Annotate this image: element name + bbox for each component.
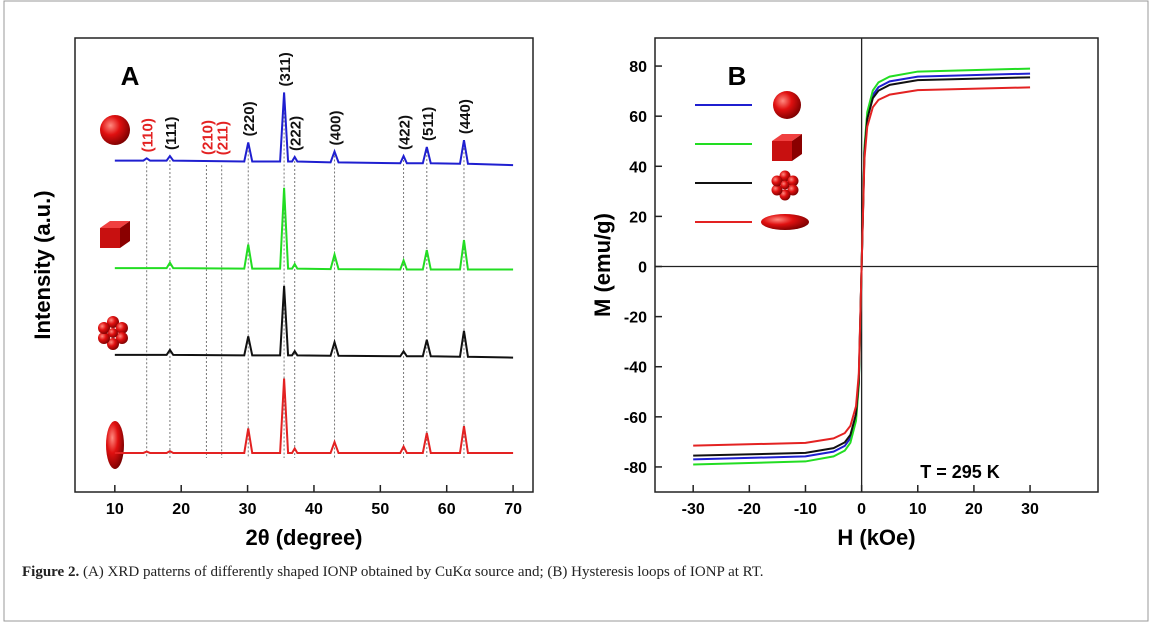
peak-label: (220) <box>241 101 258 136</box>
series-line <box>114 187 514 271</box>
peak-label: (511) <box>420 107 437 141</box>
x-tick-label: 30 <box>239 501 257 518</box>
peak-label: (311) <box>277 52 294 86</box>
temperature-note: T = 295 K <box>920 462 1000 482</box>
x-tick-label: 40 <box>305 501 323 518</box>
y-tick-label: -40 <box>624 360 647 377</box>
y-tick-label: -60 <box>624 410 647 427</box>
x-tick-label: -10 <box>794 501 817 518</box>
y-tick-label: 20 <box>629 209 647 226</box>
shape-icons-b <box>761 91 809 230</box>
x-tick-label: -30 <box>682 501 705 518</box>
peak-label: (440) <box>457 99 474 134</box>
x-tick-label: 0 <box>857 501 866 518</box>
peak-label: (110) <box>140 118 157 152</box>
y-tick-label: 80 <box>629 59 647 76</box>
plot-frame <box>654 37 1099 493</box>
y-tick-label: -20 <box>624 310 647 327</box>
x-tick-label: 20 <box>172 501 190 518</box>
x-axis-label: 2θ (degree) <box>245 525 362 550</box>
shape-icons-a <box>98 115 130 469</box>
caption: Figure 2. (A) XRD patterns of differentl… <box>22 564 764 581</box>
caption-label: Figure 2. <box>22 564 80 580</box>
y-axis-label: Intensity (a.u.) <box>30 190 55 339</box>
caption-text: (A) XRD patterns of differently shaped I… <box>82 564 764 580</box>
panel-label: A <box>121 61 140 91</box>
peak-label: (211) <box>215 121 232 155</box>
x-tick-label: 50 <box>371 501 389 518</box>
peak-label: (210) <box>199 120 216 155</box>
peak-label: (400) <box>328 110 345 145</box>
peak-label: (111) <box>163 117 180 150</box>
x-tick-label: 70 <box>504 501 522 518</box>
x-tick-label: 10 <box>909 501 927 518</box>
plot-frame <box>74 37 534 493</box>
series-line <box>114 285 514 359</box>
x-tick-label: 30 <box>1021 501 1039 518</box>
peak-label: (422) <box>397 115 414 150</box>
x-tick-label: -20 <box>738 501 761 518</box>
y-tick-label: 40 <box>629 159 647 176</box>
y-tick-label: 60 <box>629 109 647 126</box>
y-axis-label: M (emu/g) <box>590 213 615 317</box>
x-tick-label: 20 <box>965 501 983 518</box>
x-tick-label: 10 <box>106 501 124 518</box>
x-tick-label: 60 <box>438 501 456 518</box>
x-axis-label: H (kOe) <box>837 525 915 550</box>
y-tick-label: 0 <box>638 260 647 277</box>
figure-border <box>3 0 1149 622</box>
panel-label: B <box>728 61 747 91</box>
series-line <box>693 86 1031 447</box>
peak-label: (222) <box>288 116 305 151</box>
series-line <box>114 92 514 167</box>
series-line <box>114 378 514 454</box>
y-tick-label: -80 <box>624 460 647 477</box>
